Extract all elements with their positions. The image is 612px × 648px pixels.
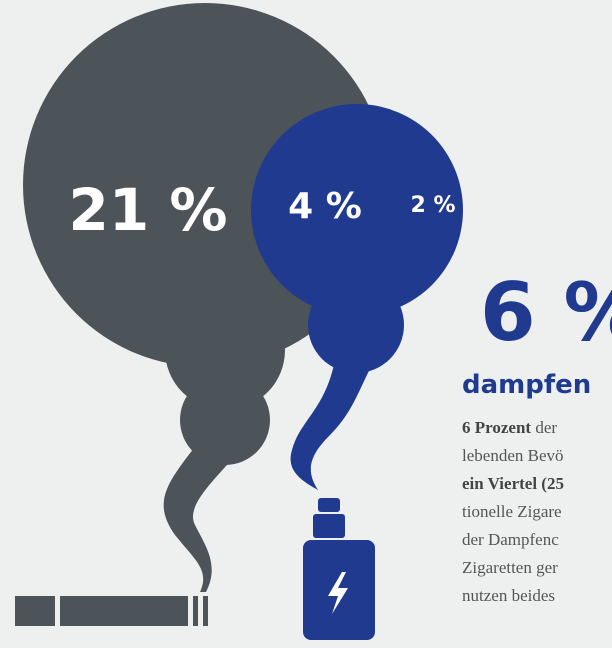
smokers-label: 21 % (68, 176, 227, 244)
text: tionelle Zigare (462, 502, 562, 521)
text: der (531, 418, 558, 437)
vapor-cloud (251, 104, 463, 490)
paragraph-line: tionelle Zigare (462, 498, 612, 526)
paragraph-line: 6 Prozent der (462, 414, 612, 442)
bold-text: ein Viertel (25 (462, 474, 564, 493)
paragraph-line: lebenden Bevö (462, 442, 612, 470)
text: nutzen beides (462, 586, 555, 605)
paragraph-line: ein Viertel (25 (462, 470, 612, 498)
paragraph-line: nutzen beides (462, 582, 612, 610)
text: der Dampfenc (462, 530, 559, 549)
headline-value: 6 % (480, 266, 612, 359)
text: Zigaretten ger (462, 558, 558, 577)
headline-label: dampfen (462, 370, 591, 400)
cigarette (15, 596, 208, 626)
both-label: 4 % (288, 186, 362, 227)
bold-text: 6 Prozent (462, 418, 532, 437)
paragraph-line: der Dampfenc (462, 526, 612, 554)
paragraph: 6 Prozent der lebenden Bevö ein Viertel (2… (462, 414, 612, 610)
vapers-only-label: 2 % (410, 193, 455, 218)
e-cigarette (303, 498, 375, 640)
paragraph-line: Zigaretten ger (462, 554, 612, 582)
text: lebenden Bevö (462, 446, 564, 465)
